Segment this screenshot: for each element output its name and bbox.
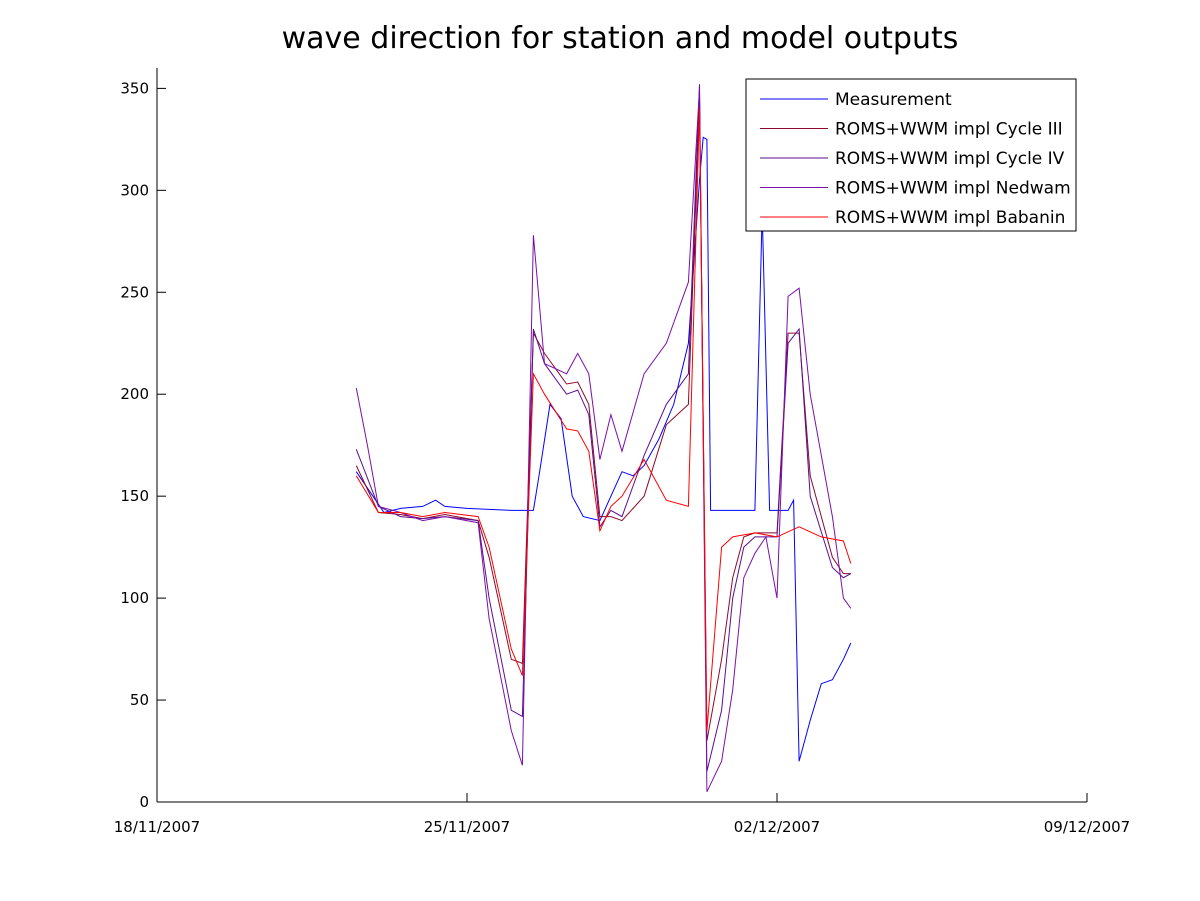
chart-title: wave direction for station and model out… xyxy=(282,21,959,56)
y-tick-label: 150 xyxy=(120,487,149,505)
legend-label: ROMS+WWM impl Cycle IV xyxy=(835,149,1065,169)
y-tick-label: 300 xyxy=(120,181,149,199)
series-line-1 xyxy=(355,136,852,762)
y-tick-label: 250 xyxy=(120,283,149,301)
series-line-4 xyxy=(355,88,852,793)
x-axis: 18/11/2007 25/11/2007 02/12/2007 09/12/2007 xyxy=(114,793,1130,836)
legend-label: ROMS+WWM impl Nedwam xyxy=(835,179,1071,199)
x-tick-label: 09/12/2007 xyxy=(1044,818,1130,836)
legend: Measurement ROMS+WWM impl Cycle III ROMS+W… xyxy=(745,78,1077,232)
x-tick-label: 18/11/2007 xyxy=(114,818,200,836)
legend-label: ROMS+WWM impl Babanin xyxy=(835,208,1065,228)
legend-box xyxy=(745,78,1077,232)
y-tick-label: 200 xyxy=(120,385,149,403)
x-tick-label: 02/12/2007 xyxy=(734,818,820,836)
series-layer xyxy=(355,84,852,793)
y-tick-label: 50 xyxy=(130,691,149,709)
y-tick-label: 350 xyxy=(120,79,149,97)
y-axis: 0 50 100 150 200 250 300 350 xyxy=(120,68,166,811)
y-tick-label: 0 xyxy=(139,793,149,811)
legend-label: Measurement xyxy=(835,90,952,110)
x-tick-label: 25/11/2007 xyxy=(424,818,510,836)
series-line-5 xyxy=(355,108,852,731)
legend-label: ROMS+WWM impl Cycle III xyxy=(835,120,1063,140)
y-tick-label: 100 xyxy=(120,589,149,607)
